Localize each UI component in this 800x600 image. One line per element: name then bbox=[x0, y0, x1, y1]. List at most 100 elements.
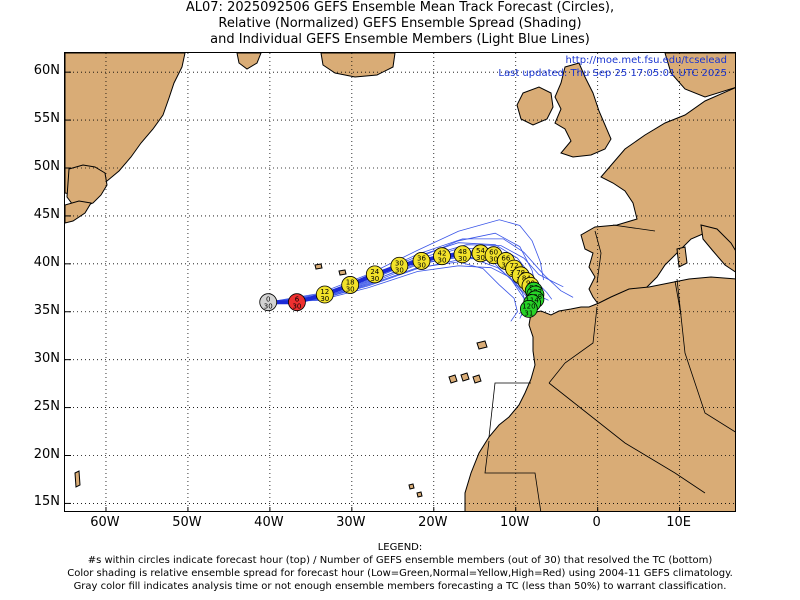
map-title: AL07: 2025092506 GEFS Ensemble Mean Trac… bbox=[0, 0, 800, 48]
canary-island-1 bbox=[448, 374, 458, 384]
forecast-circle bbox=[453, 245, 472, 264]
forecast-circle bbox=[412, 252, 431, 270]
border-western-sahara bbox=[488, 382, 531, 438]
forecast-hour-label: 6 bbox=[295, 296, 300, 304]
africa-land bbox=[464, 276, 735, 511]
credit-url[interactable]: http://moe.met.fsu.edu/tcselead bbox=[565, 55, 727, 66]
lon-tick-label: 50W bbox=[172, 515, 202, 530]
lon-tick-label: 30W bbox=[336, 515, 366, 530]
forecast-hour-label: 18 bbox=[346, 278, 355, 286]
forecast-hour-label: 24 bbox=[370, 268, 379, 276]
newfoundland-land bbox=[66, 164, 108, 208]
last-updated: Last updated: Thu Sep 25 17:05:01 UTC 20… bbox=[498, 68, 727, 79]
forecast-circle bbox=[288, 293, 306, 312]
mean-track-point: 030 bbox=[259, 293, 278, 312]
ensemble-member-track bbox=[268, 265, 527, 319]
legend-line-1: #s within circles indicate forecast hour… bbox=[87, 555, 713, 566]
border-spain-france bbox=[612, 224, 656, 232]
ireland-land bbox=[516, 86, 554, 126]
lat-tick-label: 45N bbox=[33, 206, 60, 222]
lon-tick-label: 40W bbox=[254, 515, 284, 530]
great-britain-land bbox=[554, 62, 612, 158]
member-count-label: 30 bbox=[438, 257, 447, 265]
forecast-hour-label: 66 bbox=[501, 254, 510, 262]
member-count-label: 30 bbox=[370, 275, 379, 283]
mean-track-points: 0306301230183024303030363042304830543060… bbox=[259, 244, 545, 318]
forecast-circle bbox=[365, 265, 384, 284]
forecast-circle bbox=[315, 285, 334, 304]
lat-tick-label: 50N bbox=[33, 159, 60, 174]
forecast-hour-label: 54 bbox=[476, 247, 485, 255]
canary-island-2 bbox=[460, 372, 470, 382]
border-mauritania bbox=[484, 440, 542, 511]
sardinia-land bbox=[676, 246, 688, 268]
border-morocco-algeria bbox=[548, 306, 598, 384]
member-count-label: 30 bbox=[264, 303, 273, 311]
forecast-hour-label: 30 bbox=[395, 259, 404, 267]
lat-tick-label: 35N bbox=[33, 302, 60, 318]
azores-island-2 bbox=[338, 269, 347, 276]
legend: LEGEND: #s within circles indicate forec… bbox=[0, 541, 800, 593]
member-count-label: 30 bbox=[395, 266, 404, 274]
member-count-label: 30 bbox=[292, 303, 301, 311]
lat-lon-grid bbox=[65, 53, 735, 511]
land-layer bbox=[65, 53, 735, 511]
map-plot: 0306301230183024303030363042304830543060… bbox=[65, 53, 735, 511]
border-algeria-libya bbox=[676, 278, 735, 433]
member-count-label: 30 bbox=[417, 261, 426, 269]
madeira-island bbox=[476, 340, 488, 350]
caribbean-island bbox=[74, 470, 81, 488]
country-borders bbox=[484, 224, 735, 511]
member-count-label: 31 bbox=[524, 309, 533, 317]
lon-tick-label: 60W bbox=[90, 515, 120, 530]
forecast-circle bbox=[519, 299, 538, 318]
legend-line-3: Gray color fill indicates analysis time … bbox=[73, 581, 727, 592]
forecast-hour-label: 36 bbox=[417, 254, 426, 262]
title-line-3: and Individual GEFS Ensemble Members (Li… bbox=[210, 32, 590, 47]
forecast-circle bbox=[259, 293, 278, 312]
title-line-1: AL07: 2025092506 GEFS Ensemble Mean Trac… bbox=[185, 0, 615, 15]
forecast-hour-label: 60 bbox=[489, 249, 498, 257]
forecast-hour-label: 42 bbox=[438, 250, 447, 258]
border-spain-portugal bbox=[594, 230, 602, 284]
lon-tick-label: 10W bbox=[500, 515, 530, 530]
lat-tick-label: 20N bbox=[33, 446, 60, 462]
member-count-label: 30 bbox=[346, 285, 355, 293]
ensemble-member-track bbox=[268, 261, 518, 322]
iceland-land bbox=[320, 53, 396, 78]
lat-tick-label: 15N bbox=[33, 494, 60, 510]
canary-island-3 bbox=[472, 374, 482, 384]
member-count-label: 30 bbox=[458, 255, 467, 263]
forecast-hour-label: 12 bbox=[320, 288, 329, 296]
lon-tick-label: 20W bbox=[418, 515, 448, 530]
forecast-hour-label: 72 bbox=[510, 262, 519, 270]
cape-verde-island-1 bbox=[408, 483, 415, 490]
lat-tick-label: 30N bbox=[33, 350, 60, 366]
mean-track-point: 630 bbox=[288, 293, 306, 312]
border-algeria-mali bbox=[548, 382, 706, 494]
title-line-2: Relative (Normalized) GEFS Ensemble Spre… bbox=[218, 16, 582, 31]
forecast-circle bbox=[390, 256, 409, 275]
forecast-circle bbox=[341, 276, 360, 294]
lat-tick-label: 55N bbox=[33, 111, 60, 127]
member-count-label: 30 bbox=[489, 256, 498, 264]
greenland-land bbox=[236, 53, 262, 70]
forecast-circle bbox=[433, 247, 451, 266]
cape-verde-island-2 bbox=[416, 491, 423, 498]
member-count-label: 30 bbox=[476, 254, 485, 262]
legend-line-2: Color shading is relative ensemble sprea… bbox=[67, 568, 733, 579]
lat-tick-label: 60N bbox=[33, 63, 60, 79]
lat-tick-label: 40N bbox=[33, 254, 60, 270]
member-count-label: 30 bbox=[320, 295, 329, 303]
europe-land bbox=[580, 87, 735, 306]
forecast-hour-label: 48 bbox=[458, 248, 467, 256]
